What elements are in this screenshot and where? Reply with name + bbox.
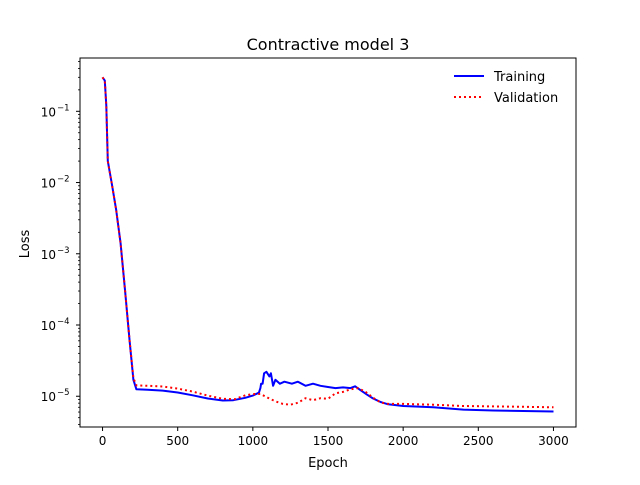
y-tick-label: 10 — [41, 248, 56, 262]
x-tick-label: 500 — [166, 434, 189, 448]
x-tick-label: 1000 — [238, 434, 269, 448]
y-tick-exponent: −5 — [57, 388, 70, 398]
legend-validation-label: Validation — [494, 91, 558, 106]
x-tick-label: 2500 — [463, 434, 494, 448]
x-tick-label: 0 — [99, 434, 107, 448]
y-tick-exponent: −3 — [57, 246, 70, 256]
y-tick-label: 10 — [41, 390, 56, 404]
legend: Training Validation — [454, 70, 558, 106]
x-tick-label: 2000 — [388, 434, 419, 448]
plot-frame — [79, 57, 577, 428]
y-tick-label: 10 — [41, 177, 56, 191]
x-axis-label: Epoch — [308, 456, 348, 471]
y-tick-exponent: −1 — [57, 103, 70, 113]
series-line-validation — [101, 76, 554, 409]
y-tick-label: 10 — [41, 105, 56, 119]
legend-training-label: Training — [493, 70, 545, 85]
x-tick-label: 3000 — [538, 434, 569, 448]
chart-title: Contractive model 3 — [247, 35, 410, 54]
y-axis-label: Loss — [18, 230, 33, 259]
y-tick-label: 10 — [41, 319, 56, 333]
x-tick-label: 1500 — [313, 434, 344, 448]
y-tick-exponent: −4 — [57, 317, 70, 327]
y-tick-exponent: −2 — [57, 175, 70, 185]
